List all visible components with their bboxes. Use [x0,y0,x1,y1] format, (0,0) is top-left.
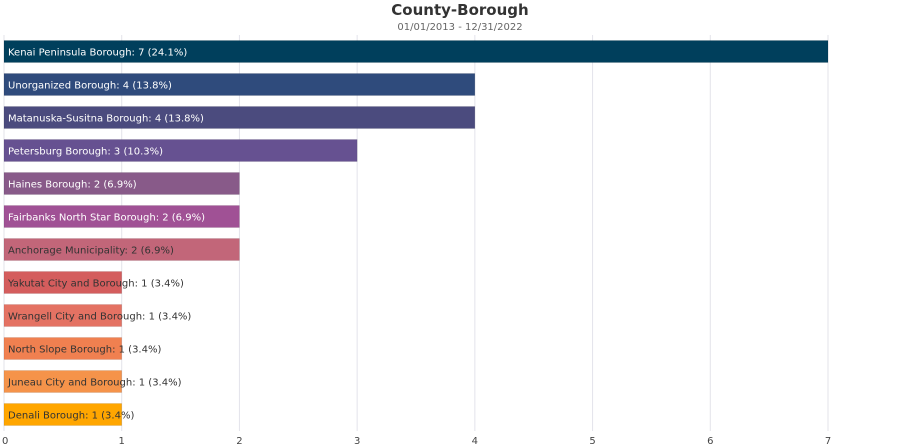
bar-label: Fairbanks North Star Borough: 2 (6.9%) [8,213,205,224]
bar-label: Kenai Peninsula Borough: 7 (24.1%) [8,48,187,59]
bar-label: Wrangell City and Borough: 1 (3.4%) [8,312,191,323]
bar-label: Anchorage Municipality: 2 (6.9%) [8,246,174,257]
bar [3,106,476,129]
chart-title: County-Borough [391,1,529,19]
bar [3,40,829,63]
bar [3,304,122,327]
x-tick-label: 1 [119,436,125,447]
chart-subtitle: 01/01/2013 - 12/31/2022 [397,22,523,33]
bar-label: North Slope Borough: 1 (3.4%) [8,345,161,356]
bar [3,271,122,294]
bar [3,403,122,426]
x-tick-label: 5 [589,436,595,447]
bar-label: Haines Borough: 2 (6.9%) [8,180,137,191]
bar-label: Juneau City and Borough: 1 (3.4%) [7,378,182,389]
x-tick-label: 6 [707,436,713,447]
bar [3,172,240,195]
bar [3,73,476,96]
bar [3,238,240,261]
bar [3,370,122,393]
bar [3,205,240,228]
bar [3,337,122,360]
bar-label: Denali Borough: 1 (3.4%) [8,411,134,422]
bar-label: Unorganized Borough: 4 (13.8%) [8,81,172,92]
x-tick-label: 2 [236,436,242,447]
x-tick-label: 0 [2,436,8,447]
x-tick-label: 4 [472,436,478,447]
bar [3,139,358,162]
bar-label: Matanuska-Susitna Borough: 4 (13.8%) [8,114,204,125]
bar-label: Petersburg Borough: 3 (10.3%) [8,147,163,158]
x-tick-label: 3 [354,436,360,447]
x-tick-label: 7 [825,436,831,447]
bar-label: Yakutat City and Borough: 1 (3.4%) [7,279,184,290]
